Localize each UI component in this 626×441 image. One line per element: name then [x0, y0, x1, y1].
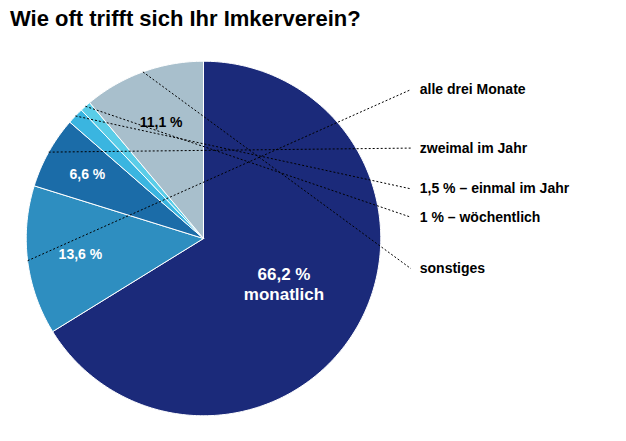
html-text:Wie oft trifft sich Ihr Imkerv: Wie oft trifft sich Ihr Imkerverein?: [10, 6, 361, 31]
svg-text:11,1 %: 11,1 %: [140, 114, 183, 130]
svg-text:66,2 %monatlich: 66,2 %monatlich: [244, 265, 324, 304]
svg-text:13,6 %: 13,6 %: [59, 246, 103, 262]
svg-text:6,6 %: 6,6 %: [69, 166, 105, 182]
svg-text:sonstiges: sonstiges: [420, 260, 486, 276]
svg-text:1 % – wöchentlich: 1 % – wöchentlich: [420, 209, 541, 225]
svg-text:alle drei Monate: alle drei Monate: [420, 81, 526, 97]
svg-text:1,5 % – einmal im Jahr: 1,5 % – einmal im Jahr: [420, 180, 570, 196]
svg-text:zweimal im Jahr: zweimal im Jahr: [420, 140, 528, 156]
